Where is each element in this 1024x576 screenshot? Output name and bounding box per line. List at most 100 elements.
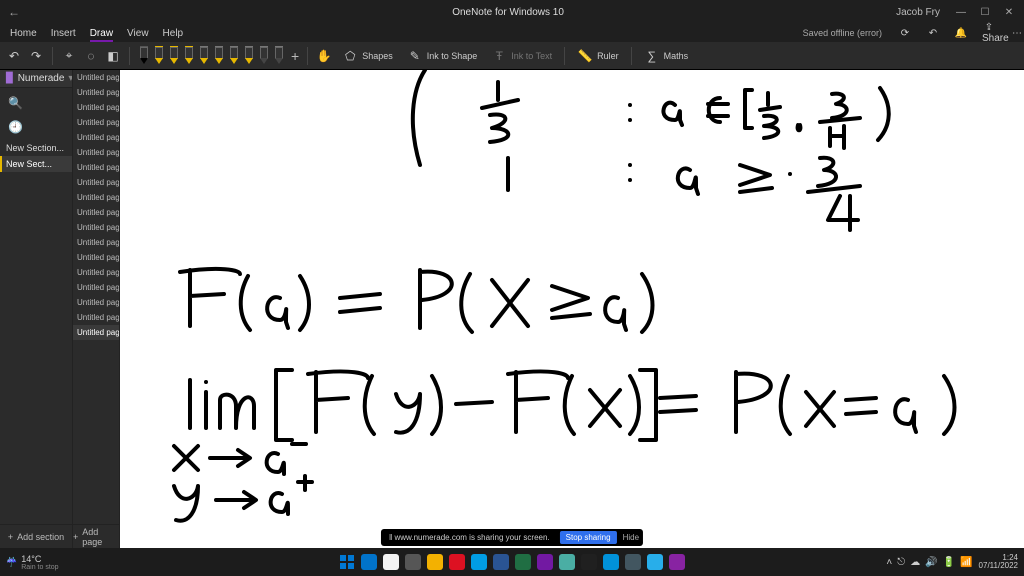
page-item[interactable]: Untitled page bbox=[73, 145, 119, 160]
pen-tool[interactable] bbox=[198, 47, 210, 65]
page-list: Untitled pageUntitled pageUntitled pageU… bbox=[72, 70, 120, 548]
pen-tool[interactable] bbox=[243, 47, 255, 65]
start-button[interactable] bbox=[339, 554, 355, 570]
workspace: ▉ Numerade ▾ 🔍 🕘 New Section... New Sect… bbox=[0, 70, 1024, 548]
maths-icon: ∑ bbox=[644, 48, 660, 64]
pen-tool[interactable] bbox=[273, 47, 285, 65]
page-item[interactable]: Untitled page bbox=[73, 190, 119, 205]
page-item[interactable]: Untitled page bbox=[73, 220, 119, 235]
ink-canvas[interactable] bbox=[120, 70, 1024, 548]
search-icon[interactable]: 🔍 bbox=[8, 96, 72, 110]
tray-icon[interactable]: ˄ bbox=[886, 557, 892, 568]
close-button[interactable]: ✕ bbox=[1000, 7, 1018, 18]
page-item[interactable]: Untitled page bbox=[73, 250, 119, 265]
add-section-button[interactable]: +Add section bbox=[0, 524, 72, 548]
weather-widget[interactable]: ☔ 14°C Rain to stop bbox=[6, 554, 59, 571]
add-page-button[interactable]: +Add page bbox=[73, 524, 119, 548]
page-item[interactable]: Untitled page bbox=[73, 205, 119, 220]
pen-tool[interactable] bbox=[258, 47, 270, 65]
add-pen-icon[interactable]: + bbox=[291, 48, 299, 64]
ink-to-shape-button[interactable]: ✎Ink to Shape bbox=[403, 46, 482, 66]
page-item[interactable]: Untitled page bbox=[73, 295, 119, 310]
section-item[interactable]: New Section... bbox=[0, 140, 72, 156]
taskbar-apps bbox=[339, 554, 685, 570]
page-item[interactable]: Untitled page bbox=[73, 175, 119, 190]
pen-tool[interactable] bbox=[213, 47, 225, 65]
page-item[interactable]: Untitled page bbox=[73, 85, 119, 100]
pen-tool[interactable] bbox=[183, 47, 195, 65]
maths-button[interactable]: ∑Maths bbox=[640, 46, 693, 66]
page-item[interactable]: Untitled page bbox=[73, 265, 119, 280]
ink-to-text-icon: Ŧ bbox=[491, 48, 507, 64]
hand-tool-icon[interactable]: ✋ bbox=[316, 48, 332, 64]
ink-to-text-button[interactable]: ŦInk to Text bbox=[487, 46, 556, 66]
redo-icon[interactable]: ↷ bbox=[28, 48, 44, 64]
taskbar-app-icon[interactable] bbox=[581, 554, 597, 570]
taskbar-app-icon[interactable] bbox=[383, 554, 399, 570]
maximize-button[interactable]: ☐ bbox=[976, 7, 994, 18]
sync-icon[interactable]: ⟳ bbox=[898, 28, 912, 39]
tray-icon[interactable]: ⎋ bbox=[897, 557, 905, 568]
notebook-picker[interactable]: ▉ Numerade ▾ bbox=[0, 70, 72, 88]
page-item[interactable]: Untitled page bbox=[73, 310, 119, 325]
page-item[interactable]: Untitled page bbox=[73, 70, 119, 85]
bell-icon[interactable]: 🔔 bbox=[954, 28, 968, 39]
taskbar-app-icon[interactable] bbox=[361, 554, 377, 570]
taskbar-app-icon[interactable] bbox=[405, 554, 421, 570]
taskbar-app-icon[interactable] bbox=[669, 554, 685, 570]
tray-icon[interactable]: 🔊 bbox=[925, 557, 937, 568]
page-item[interactable]: Untitled page bbox=[73, 280, 119, 295]
taskbar-app-icon[interactable] bbox=[515, 554, 531, 570]
notebook-icon: ▉ bbox=[6, 73, 14, 84]
stop-sharing-button[interactable]: Stop sharing bbox=[560, 531, 617, 544]
menu-draw[interactable]: Draw bbox=[90, 28, 113, 39]
page-item[interactable]: Untitled page bbox=[73, 235, 119, 250]
taskbar-app-icon[interactable] bbox=[427, 554, 443, 570]
eraser-tool-icon[interactable]: ◧ bbox=[105, 48, 121, 64]
page-item[interactable]: Untitled page bbox=[73, 160, 119, 175]
notebook-name: Numerade bbox=[18, 73, 65, 84]
recent-icon[interactable]: 🕘 bbox=[8, 120, 72, 134]
ruler-button[interactable]: 📏Ruler bbox=[573, 46, 623, 66]
menu-view[interactable]: View bbox=[127, 28, 149, 39]
pen-tool[interactable] bbox=[228, 47, 240, 65]
shapes-button[interactable]: ⬠Shapes bbox=[338, 46, 397, 66]
undo-icon[interactable]: ↶ bbox=[6, 48, 22, 64]
taskbar-app-icon[interactable] bbox=[449, 554, 465, 570]
taskbar-app-icon[interactable] bbox=[537, 554, 553, 570]
page-item[interactable]: Untitled page bbox=[73, 130, 119, 145]
taskbar-app-icon[interactable] bbox=[625, 554, 641, 570]
page-item[interactable]: Untitled page bbox=[73, 115, 119, 130]
taskbar-app-icon[interactable] bbox=[647, 554, 663, 570]
hide-share-bar-button[interactable]: Hide bbox=[623, 533, 639, 542]
tray-icon[interactable]: 🔋 bbox=[943, 557, 955, 568]
taskbar-app-icon[interactable] bbox=[471, 554, 487, 570]
pen-tool[interactable] bbox=[138, 47, 150, 65]
ink-svg bbox=[120, 70, 1024, 548]
more-icon[interactable]: ⋯ bbox=[1010, 28, 1024, 39]
menu-bar: Home Insert Draw View Help Saved offline… bbox=[0, 24, 1024, 42]
menu-home[interactable]: Home bbox=[10, 28, 37, 39]
undo-corner-icon[interactable]: ↶ bbox=[926, 28, 940, 39]
taskbar-app-icon[interactable] bbox=[603, 554, 619, 570]
taskbar-app-icon[interactable] bbox=[493, 554, 509, 570]
cursor-tool-icon[interactable]: ⌖ bbox=[61, 48, 77, 64]
tray-icon[interactable]: ☁ bbox=[910, 557, 920, 568]
pen-tray bbox=[138, 47, 285, 65]
taskbar-clock[interactable]: 1:24 07/11/2022 bbox=[979, 554, 1018, 570]
tray-icon[interactable]: 📶 bbox=[960, 557, 972, 568]
back-icon[interactable]: ← bbox=[8, 5, 20, 19]
lasso-tool-icon[interactable]: ◌ bbox=[83, 48, 99, 64]
page-item[interactable]: Untitled page bbox=[73, 325, 119, 340]
menu-insert[interactable]: Insert bbox=[51, 28, 76, 39]
window-titlebar: ← OneNote for Windows 10 Jacob Fry ― ☐ ✕ bbox=[0, 0, 1024, 24]
user-name[interactable]: Jacob Fry bbox=[896, 7, 940, 18]
minimize-button[interactable]: ― bbox=[952, 7, 970, 18]
pen-tool[interactable] bbox=[168, 47, 180, 65]
taskbar-app-icon[interactable] bbox=[559, 554, 575, 570]
pen-tool[interactable] bbox=[153, 47, 165, 65]
share-button[interactable]: ⇪ Share bbox=[982, 22, 996, 44]
page-item[interactable]: Untitled page bbox=[73, 100, 119, 115]
section-item[interactable]: New Sect... bbox=[0, 156, 72, 172]
menu-help[interactable]: Help bbox=[163, 28, 184, 39]
